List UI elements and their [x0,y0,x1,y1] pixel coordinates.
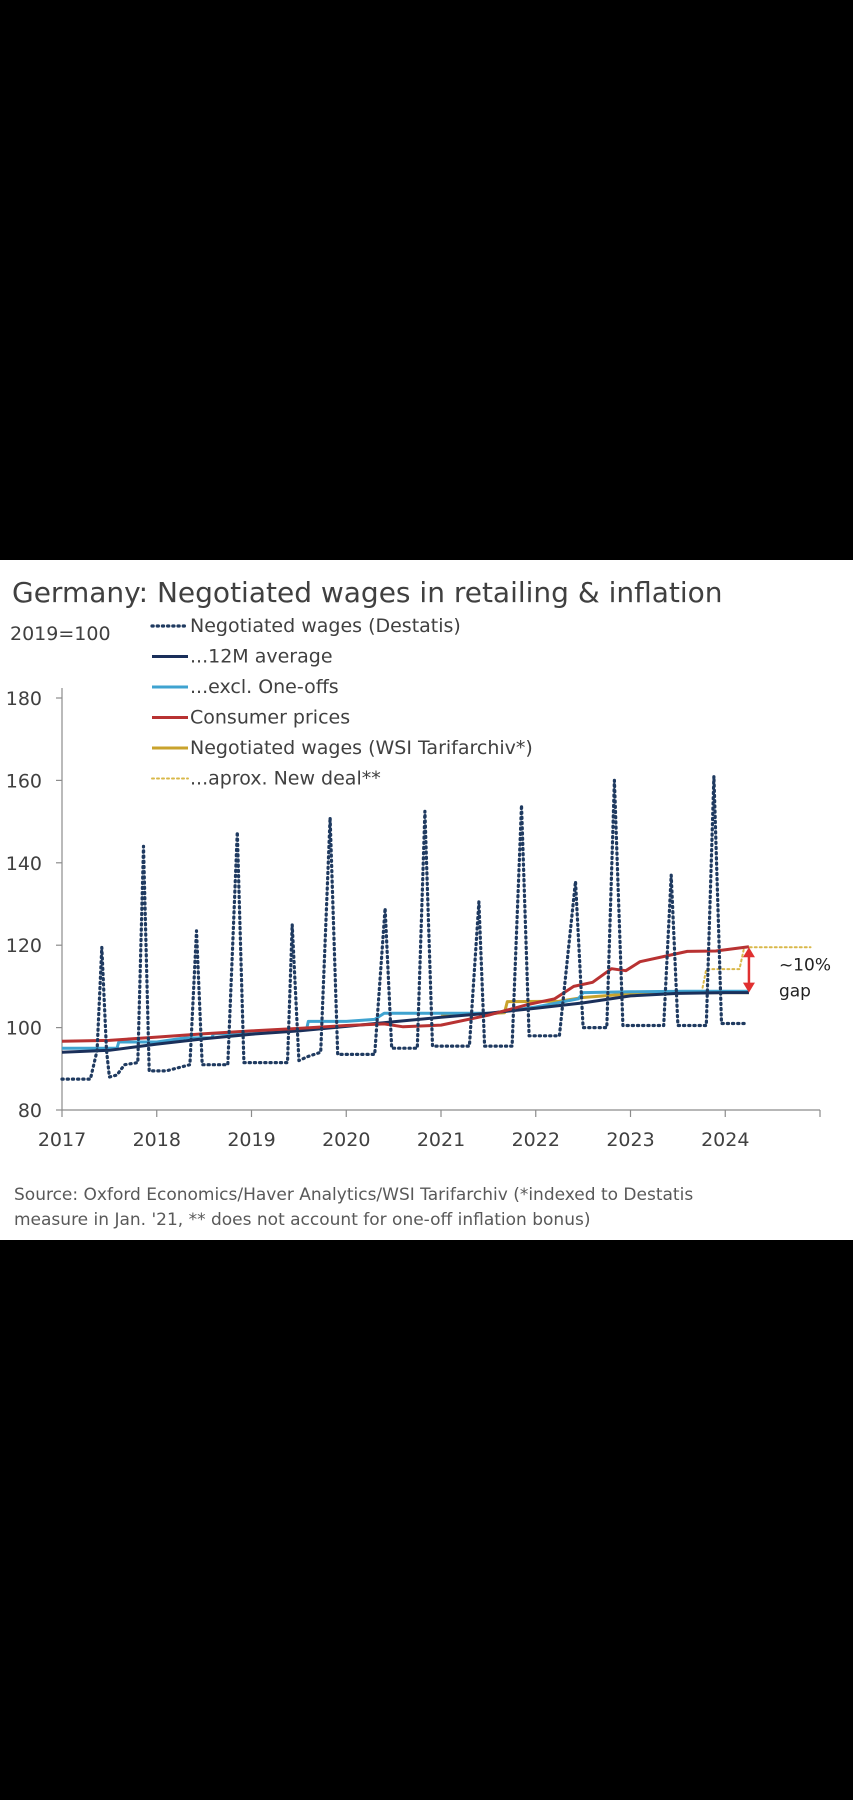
chart: Germany: Negotiated wages in retailing &… [6,576,831,1230]
legend-label-2: ...excl. One-offs [190,676,339,698]
legend: Negotiated wages (Destatis) ...12M averag… [150,615,533,790]
y-tick-label: 160 [6,770,42,792]
source-note-line-1: Source: Oxford Economics/Haver Analytics… [14,1185,693,1205]
chart-title: Germany: Negotiated wages in retailing &… [12,576,723,609]
x-tick-label: 2020 [322,1129,370,1151]
x-tick-label: 2022 [512,1129,560,1151]
chart-panel: Germany: Negotiated wages in retailing &… [0,560,853,1240]
x-tick-label: 2019 [227,1129,275,1151]
gap-arrow-head-top [742,947,755,958]
gap-label-text: gap [779,982,811,1002]
series-line-0 [60,774,746,1081]
series-line-4 [440,991,749,1016]
legend-label-0: Negotiated wages (Destatis) [190,615,461,637]
axes: 80 100 120 140 160 180 2017 2018 2019 2020 2021 202… [6,688,821,1151]
x-tick-label: 2021 [417,1129,465,1151]
series-layer [60,774,812,1081]
legend-label-1: ...12M average [190,646,333,668]
x-tick-label: 2024 [701,1129,749,1151]
series-line-5 [700,946,812,994]
legend-label-5: ...aprox. New deal** [190,768,381,790]
x-tick-label: 2018 [133,1129,181,1151]
y-tick-label: 80 [18,1100,42,1122]
y-tick-label: 180 [6,688,42,710]
y-tick-label: 100 [6,1018,42,1040]
y-tick-label: 120 [6,935,42,957]
y-unit-label: 2019=100 [10,623,111,645]
gap-label-percent: ~10% [779,956,831,976]
x-tick-label: 2023 [606,1129,654,1151]
legend-label-4: Negotiated wages (WSI Tarifarchiv*) [190,737,533,759]
x-tick-label: 2017 [38,1129,86,1151]
source-note-line-2: measure in Jan. '21, ** does not account… [14,1210,590,1230]
legend-label-3: Consumer prices [190,707,350,729]
series-line-1 [61,991,749,1054]
gap-arrow-head-bottom [742,982,755,993]
y-tick-label: 140 [6,853,42,875]
gap-annotation: ~10% gap [742,947,831,1002]
